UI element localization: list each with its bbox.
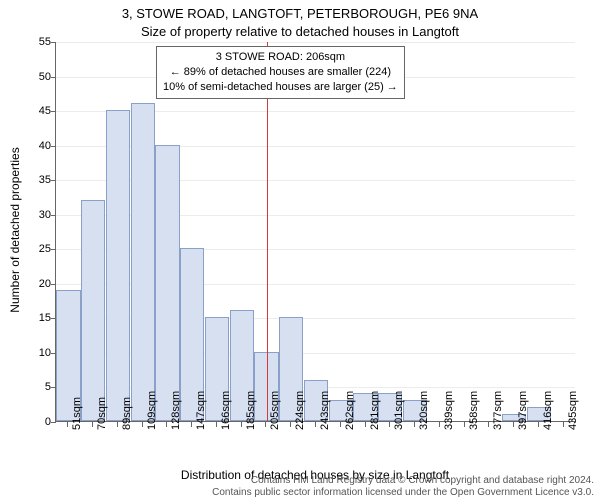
- y-tick-label: 15: [39, 312, 51, 324]
- footnote-line-1: Contains HM Land Registry data © Crown c…: [251, 475, 594, 486]
- x-tick-mark: [365, 422, 366, 427]
- x-tick-mark: [538, 422, 539, 427]
- x-tick-mark: [414, 422, 415, 427]
- x-tick-mark: [290, 422, 291, 427]
- x-tick-mark: [241, 422, 242, 427]
- x-tick-mark: [67, 422, 68, 427]
- x-tick-mark: [488, 422, 489, 427]
- chart-title-main: 3, STOWE ROAD, LANGTOFT, PETERBOROUGH, P…: [0, 6, 600, 21]
- annotation-line-3: 10% of semi-detached houses are larger (…: [163, 80, 398, 95]
- bar: [131, 103, 155, 421]
- x-tick-mark: [389, 422, 390, 427]
- x-tick-label: 70sqm: [96, 397, 108, 430]
- x-tick-mark: [513, 422, 514, 427]
- x-tick-label: 224sqm: [294, 391, 306, 430]
- y-tick-label: 55: [39, 36, 51, 48]
- x-tick-mark: [340, 422, 341, 427]
- x-tick-label: 128sqm: [170, 391, 182, 430]
- bar: [81, 200, 105, 421]
- x-tick-label: 185sqm: [245, 391, 257, 430]
- x-tick-label: 243sqm: [319, 391, 331, 430]
- annotation-line-2: ← 89% of detached houses are smaller (22…: [163, 65, 398, 80]
- x-tick-label: 397sqm: [517, 391, 529, 430]
- chart-container: 3, STOWE ROAD, LANGTOFT, PETERBOROUGH, P…: [0, 0, 600, 500]
- x-tick-label: 89sqm: [121, 397, 133, 430]
- x-tick-label: 109sqm: [146, 391, 158, 430]
- x-tick-label: 166sqm: [220, 391, 232, 430]
- bar: [106, 110, 130, 421]
- x-tick-label: 435sqm: [567, 391, 579, 430]
- gridline: [56, 42, 575, 43]
- x-tick-label: 51sqm: [71, 397, 83, 430]
- y-tick-label: 35: [39, 174, 51, 186]
- y-tick-label: 25: [39, 243, 51, 255]
- x-tick-label: 377sqm: [492, 391, 504, 430]
- x-tick-mark: [216, 422, 217, 427]
- x-tick-label: 339sqm: [443, 391, 455, 430]
- x-tick-mark: [117, 422, 118, 427]
- y-tick-label: 0: [45, 416, 51, 428]
- x-tick-mark: [563, 422, 564, 427]
- plot-area: 3 STOWE ROAD: 206sqm← 89% of detached ho…: [55, 42, 575, 422]
- x-tick-mark: [191, 422, 192, 427]
- x-tick-mark: [166, 422, 167, 427]
- x-tick-mark: [142, 422, 143, 427]
- x-axis: 51sqm70sqm89sqm109sqm128sqm147sqm166sqm1…: [55, 424, 575, 474]
- x-tick-label: 147sqm: [195, 391, 207, 430]
- y-tick-label: 40: [39, 140, 51, 152]
- y-tick-mark: [51, 422, 56, 423]
- annotation-box: 3 STOWE ROAD: 206sqm← 89% of detached ho…: [156, 46, 405, 99]
- annotation-line-1: 3 STOWE ROAD: 206sqm: [163, 50, 398, 65]
- x-tick-mark: [464, 422, 465, 427]
- x-tick-label: 301sqm: [393, 391, 405, 430]
- x-tick-label: 320sqm: [418, 391, 430, 430]
- y-tick-label: 45: [39, 105, 51, 117]
- y-tick-label: 10: [39, 347, 51, 359]
- reference-line: [267, 42, 268, 421]
- x-tick-mark: [92, 422, 93, 427]
- y-tick-label: 30: [39, 209, 51, 221]
- x-tick-label: 205sqm: [269, 391, 281, 430]
- x-tick-label: 416sqm: [542, 391, 554, 430]
- footnote-line-2: Contains public sector information licen…: [212, 487, 594, 498]
- y-tick-label: 5: [45, 381, 51, 393]
- x-tick-mark: [439, 422, 440, 427]
- x-tick-mark: [265, 422, 266, 427]
- x-tick-mark: [315, 422, 316, 427]
- x-tick-label: 358sqm: [468, 391, 480, 430]
- x-tick-label: 281sqm: [369, 391, 381, 430]
- y-tick-label: 20: [39, 278, 51, 290]
- chart-title-sub: Size of property relative to detached ho…: [0, 24, 600, 39]
- y-tick-label: 50: [39, 71, 51, 83]
- y-axis: 0510152025303540455055: [0, 42, 55, 422]
- x-tick-label: 262sqm: [344, 391, 356, 430]
- footnote: Contains HM Land Registry data © Crown c…: [212, 475, 594, 498]
- bar: [155, 145, 179, 421]
